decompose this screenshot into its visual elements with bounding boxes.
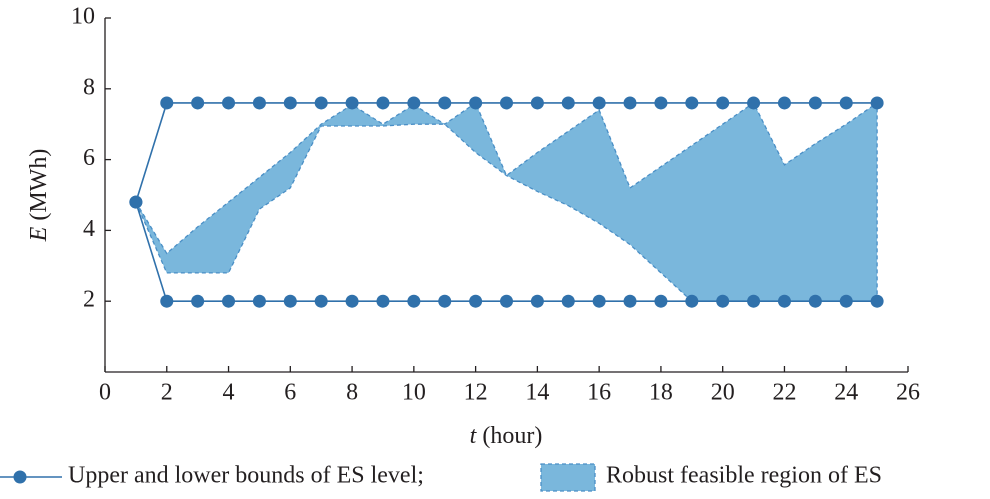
x-label-var: t	[470, 423, 478, 449]
y-label-var: E	[26, 226, 52, 242]
bound-marker	[469, 294, 483, 308]
bound-marker	[438, 96, 452, 110]
bound-marker	[685, 294, 699, 308]
x-tick-label: 18	[649, 380, 673, 406]
bound-marker	[191, 96, 205, 110]
bound-marker	[747, 294, 761, 308]
bound-marker	[654, 294, 668, 308]
y-tick-label: 4	[83, 216, 95, 242]
bound-marker	[191, 294, 205, 308]
bound-marker	[438, 294, 452, 308]
bound-marker	[654, 96, 668, 110]
bound-marker	[685, 96, 699, 110]
y-tick-label: 6	[83, 145, 95, 171]
bound-marker	[129, 195, 143, 209]
bound-marker	[870, 96, 884, 110]
bound-marker	[314, 294, 328, 308]
bound-marker	[623, 294, 637, 308]
y-tick-label: 8	[83, 74, 95, 100]
bound-marker	[222, 96, 236, 110]
bound-marker	[283, 294, 297, 308]
bound-marker	[500, 294, 513, 308]
bound-marker	[407, 294, 421, 308]
y-axis-label: E (MWh)	[26, 149, 52, 243]
bound-marker	[314, 96, 328, 110]
bound-marker	[222, 294, 236, 308]
bound-marker	[716, 96, 730, 110]
x-tick-label: 26	[896, 380, 920, 406]
x-tick-label: 24	[834, 380, 858, 406]
feasible-region	[135, 101, 878, 302]
x-axis-label: t (hour)	[470, 423, 543, 449]
legend-marker	[13, 470, 27, 484]
x-tick-label: 22	[772, 380, 796, 406]
bound-marker	[777, 294, 791, 308]
bound-marker	[345, 96, 359, 110]
bound-marker	[623, 96, 637, 110]
x-tick-label: 14	[525, 380, 549, 406]
bound-marker	[592, 96, 606, 110]
y-label-unit: (MWh)	[26, 149, 52, 221]
bound-marker	[252, 96, 266, 110]
bound-marker	[252, 294, 266, 308]
x-label-unit: (hour)	[482, 423, 542, 449]
bound-marker	[561, 294, 575, 308]
bound-marker	[839, 96, 853, 110]
bound-marker	[530, 96, 544, 110]
bound-marker	[283, 96, 297, 110]
bound-marker	[500, 96, 513, 110]
bound-marker	[376, 96, 390, 110]
x-tick-label: 10	[402, 380, 426, 406]
y-tick-label: 2	[83, 287, 95, 313]
bound-marker	[160, 294, 174, 308]
legend-swatch	[540, 463, 596, 492]
x-tick-label: 8	[346, 380, 358, 406]
bound-marker	[407, 96, 421, 110]
bound-marker	[716, 294, 730, 308]
legend-label: Upper and lower bounds of ES level;	[68, 463, 424, 489]
bound-marker	[376, 294, 390, 308]
legend-label: Robust feasible region of ES	[606, 463, 882, 489]
bound-marker	[777, 96, 791, 110]
y-tick-label: 10	[71, 4, 95, 30]
bound-marker	[345, 294, 359, 308]
bound-marker	[808, 96, 822, 110]
bound-marker	[747, 96, 761, 110]
bound-marker	[160, 96, 174, 110]
bound-marker	[808, 294, 822, 308]
bound-marker	[592, 294, 606, 308]
x-tick-label: 16	[587, 380, 611, 406]
x-tick-label: 2	[161, 380, 173, 406]
x-tick-label: 20	[711, 380, 735, 406]
bound-marker	[469, 96, 483, 110]
bound-marker	[870, 294, 884, 308]
x-tick-label: 4	[223, 380, 235, 406]
bound-marker	[839, 294, 853, 308]
x-tick-label: 12	[464, 380, 488, 406]
bound-marker	[530, 294, 544, 308]
x-tick-label: 6	[284, 380, 296, 406]
bound-marker	[561, 96, 575, 110]
x-tick-label: 0	[99, 380, 111, 406]
